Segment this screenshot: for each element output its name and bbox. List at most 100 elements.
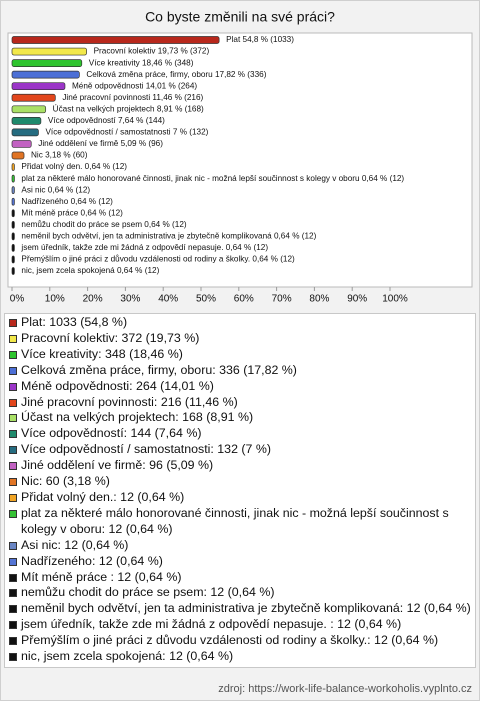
legend-swatch [9, 557, 17, 566]
legend-swatch [9, 462, 17, 471]
bar [11, 140, 32, 148]
legend-swatch [9, 430, 17, 439]
legend-label: Více odpovědností / samostatnosti: 132 (… [21, 442, 272, 457]
bar [11, 36, 220, 44]
legend-item: Pracovní kolektiv: 372 (19,73 %) [9, 331, 473, 347]
bar-label: Pracovní kolektiv 19,73 % (372) [94, 47, 210, 56]
bar [11, 59, 83, 67]
bar [11, 267, 15, 275]
bar-label: Méně odpovědnosti 14,01 % (264) [72, 81, 197, 90]
bar-label: Asi nic 0,64 % (12) [21, 185, 90, 194]
plot-area [7, 32, 473, 288]
legend-item: Více odpovědností: 144 (7,64 %) [9, 426, 473, 442]
legend-swatch [9, 350, 17, 359]
legend-swatch [9, 493, 17, 502]
legend-label: Plat: 1033 (54,8 %) [21, 315, 128, 329]
legend-swatch [9, 605, 17, 614]
x-tick-label: 30% [120, 294, 140, 305]
bar-label: Účast na velkých projektech 8,91 % (168) [53, 103, 204, 113]
legend-item: Jiné pracovní povinnosti: 216 (11,46 %) [9, 395, 473, 411]
legend-label: nemůžu chodit do práce se psem: 12 (0,64… [21, 585, 275, 600]
chart-title: Co byste změnili na své práci? [145, 9, 335, 25]
legend-label: Účast na velkých projektech: 168 (8,91 %… [21, 410, 254, 425]
bar-label: Přidat volný den. 0,64 % (12) [21, 162, 127, 171]
bar-label: Více kreativity 18,46 % (348) [89, 58, 194, 67]
legend-label: jsem úředník, takže zde mi žádná z odpov… [21, 617, 402, 632]
bar [11, 163, 15, 171]
legend-swatch [9, 509, 17, 518]
legend-swatch [9, 382, 17, 391]
legend-label: Jiné pracovní povinnosti: 216 (11,46 %) [21, 394, 238, 409]
legend-label: Celková změna práce, firmy, oboru: 336 (… [21, 362, 297, 377]
x-tick-label: 50% [196, 294, 216, 305]
bar [11, 255, 15, 264]
legend-item: Celková změna práce, firmy, oboru: 336 (… [9, 363, 473, 379]
legend-swatch [9, 478, 17, 487]
legend-swatch [9, 366, 17, 375]
x-tick-label: 10% [45, 294, 65, 305]
legend-item: Více kreativity: 348 (18,46 %) [9, 347, 473, 363]
legend-label: neměnil bych odvětví, jen ta administrat… [21, 601, 471, 616]
legend-swatch [9, 573, 17, 582]
legend-label: Pracovní kolektiv: 372 (19,73 %) [21, 330, 200, 345]
x-tick-label: 70% [272, 294, 292, 305]
legend-swatch [9, 653, 17, 662]
chart: Co byste změnili na své práci? 0% 10% 20% 3… [7, 9, 473, 305]
bar [11, 186, 15, 194]
x-tick-label: 60% [234, 294, 254, 305]
bar-label: Nadřízeného 0,64 % (12) [21, 197, 113, 206]
legend-item: Mít méně práce : 12 (0,64 %) [9, 570, 473, 586]
legend-item: Více odpovědností / samostatnosti: 132 (… [9, 442, 473, 458]
bar [11, 209, 15, 218]
source: zdroj: https://work-life-balance-workoho… [218, 683, 472, 695]
legend-swatch [9, 637, 17, 646]
legend-label: Více kreativity: 348 (18,46 %) [21, 346, 183, 361]
legend-label: nic, jsem zcela spokojená: 12 (0,64 %) [21, 649, 234, 664]
x-tick-label: 0% [10, 294, 25, 305]
bar-label: nemůžu chodit do práce se psem 0,64 % (1… [21, 219, 186, 229]
legend-swatch [9, 589, 17, 598]
bar [11, 220, 15, 229]
bar [11, 116, 42, 125]
bar-label: Plat 54,8 % (1033) [226, 35, 294, 44]
legend-item: Přemýšlím o jiné práci z důvodu vzdáleno… [9, 633, 473, 649]
legend-swatch [9, 334, 17, 343]
bar [11, 151, 25, 160]
legend-swatch [9, 398, 17, 407]
legend-item: Přidat volný den.: 12 (0,64 %) [9, 490, 473, 506]
bar [11, 82, 66, 91]
x-tick-label: 90% [347, 294, 367, 305]
bar-label: Mít méně práce 0,64 % (12) [21, 208, 123, 217]
legend-item: Plat: 1033 (54,8 %) [9, 315, 473, 331]
bar-label: Přemýšlím o jiné práci z důvodu vzdáleno… [21, 254, 295, 264]
bar [11, 128, 39, 137]
bar [11, 232, 15, 241]
legend-label: Asi nic: 12 (0,64 %) [21, 537, 129, 552]
legend-label: Přidat volný den.: 12 (0,64 %) [21, 489, 185, 504]
legend: Plat: 1033 (54,8 %) Pracovní kolektiv: 37… [4, 313, 476, 668]
legend-label: Více odpovědností: 144 (7,64 %) [21, 426, 202, 441]
legend-item: Méně odpovědnosti: 264 (14,01 %) [9, 379, 473, 395]
bar-label: nic, jsem zcela spokojená 0,64 % (12) [21, 266, 159, 275]
legend-label: Méně odpovědnosti: 264 (14,01 %) [21, 378, 214, 393]
legend-swatch [9, 414, 17, 423]
bar-label: Celková změna práce, firmy, oboru 17,82 … [86, 70, 266, 79]
legend-label: Mít méně práce : 12 (0,64 %) [21, 569, 182, 584]
bar [11, 93, 56, 102]
legend-item: Asi nic: 12 (0,64 %) [9, 538, 473, 554]
legend-label: plat za některé málo honorované činnosti… [21, 505, 449, 536]
bar [11, 105, 47, 114]
x-tick-label: 40% [158, 294, 178, 305]
bar [11, 47, 87, 56]
legend-label: Nadřízeného: 12 (0,64 %) [21, 553, 163, 568]
legend-swatch [9, 541, 17, 550]
x-tick-label: 100% [382, 294, 408, 305]
legend-item: neměnil bych odvětví, jen ta administrat… [9, 601, 473, 617]
legend-item: Jiné oddělení ve firmě: 96 (5,09 %) [9, 458, 473, 474]
legend-item: Účast na velkých projektech: 168 (8,91 %… [9, 410, 473, 426]
legend-swatch [9, 319, 17, 327]
bar [11, 174, 15, 183]
legend-item: Nic: 60 (3,18 %) [9, 474, 473, 490]
legend-item: nemůžu chodit do práce se psem: 12 (0,64… [9, 585, 473, 601]
legend-swatch [9, 621, 17, 630]
